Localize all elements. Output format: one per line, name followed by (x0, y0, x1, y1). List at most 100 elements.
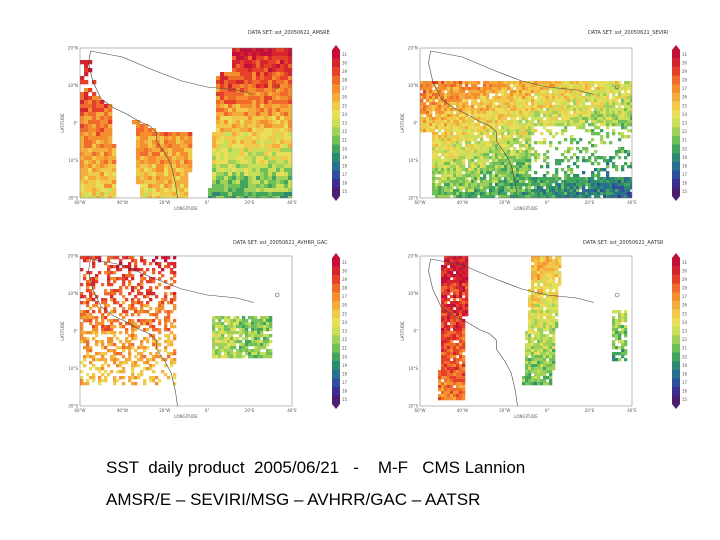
colorbar-swatch (672, 369, 680, 379)
colorbar-label: 24 (682, 112, 688, 117)
dataset-title: DATA SET: sst_20050621_AMSRE (248, 30, 330, 36)
colorbar-swatch (332, 292, 340, 302)
lon-tick-label: 20°E (245, 200, 255, 205)
colorbar-swatch (672, 300, 680, 310)
colorbar-label: 16 (682, 181, 688, 186)
colorbar-swatch (332, 326, 340, 336)
colorbar-label: 21 (682, 346, 688, 351)
lat-tick-label: 10°S (408, 366, 418, 371)
colorbar-label: 31 (682, 260, 688, 265)
map-frame (79, 255, 293, 407)
map-frame (419, 255, 633, 407)
colorbar-swatch (672, 292, 680, 302)
colorbar-label: 22 (682, 337, 688, 342)
lat-tick-label: 10°N (68, 83, 78, 88)
island-outline (614, 84, 620, 90)
lat-tick-label: 10°S (408, 158, 418, 163)
colorbar-label: 18 (682, 371, 688, 376)
colorbar-swatch (672, 110, 680, 119)
lat-tick-label: 10°N (68, 291, 78, 296)
colorbar-swatch (672, 144, 680, 154)
colorbar-swatch (332, 395, 340, 405)
colorbar-swatch (332, 144, 340, 154)
colorbar-label: 15 (342, 397, 348, 402)
colorbar-label: 24 (342, 320, 348, 325)
colorbar-swatch (332, 153, 340, 162)
colorbar-label: 18 (342, 371, 348, 376)
map-svg: 60°W 40°W 20°W 0° 20°E 40°E 20°N 10°N 0° 10°S 20°S… (400, 253, 688, 419)
colorbar-label: 29 (342, 277, 348, 282)
colorbar-swatch (332, 386, 340, 396)
lat-tick-label: 20°N (68, 254, 78, 259)
colorbar-swatch (332, 118, 340, 128)
colorbar-swatch (672, 75, 680, 85)
lon-tick-label: 40°W (457, 408, 468, 413)
colorbar-label: 21 (682, 138, 688, 143)
colorbar-label: 24 (682, 320, 688, 325)
map-svg: 60°W 40°W 20°W 0° 20°E 40°E 20°N 10°N 0° 10°S 20°S… (60, 45, 348, 211)
lat-tick-label: 20°N (408, 254, 418, 259)
colorbar-label: 31 (342, 260, 348, 265)
colorbar-label: 15 (682, 397, 688, 402)
colorbar-label: 23 (682, 121, 688, 126)
colorbar-label: 15 (342, 189, 348, 194)
lon-tick-label: 0° (545, 200, 550, 205)
colorbar-swatch (332, 283, 340, 293)
colorbar-swatch (672, 135, 680, 145)
coastline-north (90, 50, 254, 95)
colorbar-swatch (672, 352, 680, 362)
colorbar-swatch (672, 258, 680, 267)
colorbar-label: 31 (342, 52, 348, 57)
colorbar-swatch (672, 92, 680, 102)
colorbar-swatch (672, 161, 680, 171)
colorbar-swatch (672, 127, 680, 137)
colorbar-swatch (672, 318, 680, 327)
colorbar-label: 30 (682, 60, 688, 65)
colorbar-swatch (332, 309, 340, 319)
lat-tick-label: 0° (73, 329, 78, 334)
colorbar-swatch (332, 378, 340, 388)
colorbar-swatch (672, 361, 680, 370)
lon-tick-label: 60°W (414, 200, 425, 205)
colorbar-label: 22 (342, 337, 348, 342)
x-axis-label: LONGITUDE (174, 206, 198, 211)
map-panel-amsre: DATA SET: sst_20050621_AMSRE 60°W 40°W 20°… (58, 30, 348, 215)
lat-tick-label: 0° (73, 121, 78, 126)
colorbar-swatch (332, 266, 340, 276)
colorbar-label: 19 (342, 155, 348, 160)
colorbar-swatch (332, 352, 340, 362)
lat-tick-label: 10°S (68, 158, 78, 163)
colorbar-label: 17 (682, 380, 688, 385)
colorbar-label: 15 (682, 189, 688, 194)
colorbar-label: 25 (682, 311, 688, 316)
colorbar-label: 27 (342, 294, 348, 299)
sst-field (420, 50, 632, 198)
lon-tick-label: 20°E (585, 408, 595, 413)
lon-tick-label: 40°E (627, 200, 637, 205)
y-axis-label: LATITUDE (400, 113, 405, 133)
colorbar-label: 30 (342, 60, 348, 65)
colorbar-label: 28 (682, 286, 688, 291)
colorbar-label: 27 (682, 86, 688, 91)
colorbar-label: 26 (342, 95, 348, 100)
colorbar-swatch (332, 361, 340, 370)
sst-field (428, 256, 628, 406)
dataset-title: DATA SET: sst_20050621_AVHRR_GAC (233, 240, 328, 246)
island-outline (274, 84, 280, 90)
colorbar-swatch (332, 318, 340, 327)
colorbar-swatch (332, 343, 340, 353)
colorbar-swatch (332, 58, 340, 68)
lon-tick-label: 40°W (117, 408, 128, 413)
lat-tick-label: 10°S (68, 366, 78, 371)
colorbar-label: 27 (342, 86, 348, 91)
colorbar-label: 26 (682, 303, 688, 308)
colorbar-label: 23 (682, 329, 688, 334)
colorbar-label: 21 (342, 346, 348, 351)
colorbar-label: 29 (682, 277, 688, 282)
colorbar-label: 28 (682, 78, 688, 83)
colorbar-label: 20 (342, 354, 348, 359)
colorbar-label: 19 (342, 363, 348, 368)
colorbar-label: 22 (342, 129, 348, 134)
colorbar-swatch (332, 300, 340, 310)
map-frame (79, 47, 293, 199)
